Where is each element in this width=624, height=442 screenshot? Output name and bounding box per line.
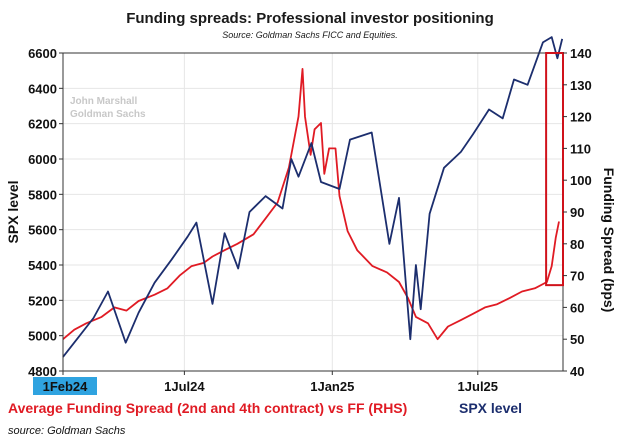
right-tick-label: 100 bbox=[570, 173, 592, 188]
x-tick-label: 1Jul24 bbox=[164, 379, 205, 394]
left-tick-label: 6200 bbox=[28, 117, 57, 132]
gridlines bbox=[62, 52, 563, 372]
left-tick-label: 4800 bbox=[28, 364, 57, 379]
right-tick-label: 70 bbox=[570, 269, 584, 284]
left-tick-label: 6600 bbox=[28, 46, 57, 61]
right-tick-label: 40 bbox=[570, 364, 584, 379]
right-tick-label: 110 bbox=[570, 141, 591, 156]
right-tick-label: 140 bbox=[570, 46, 592, 61]
series-line-funding-spread bbox=[62, 68, 560, 341]
right-axis-label: Funding Spread (bps) bbox=[601, 168, 617, 313]
start-date-highlight bbox=[33, 377, 97, 395]
left-tick-label: 6000 bbox=[28, 152, 57, 167]
left-tick-label: 5000 bbox=[28, 329, 57, 344]
x-tick-label: 1Jul25 bbox=[458, 379, 498, 394]
right-tick-label: 60 bbox=[570, 300, 584, 315]
source-note: source: Goldman Sachs bbox=[8, 425, 126, 437]
x-tick-label: 1Jan25 bbox=[310, 379, 354, 394]
right-tick-label: 130 bbox=[570, 78, 592, 93]
highlight-box bbox=[545, 52, 564, 287]
chart-title: Funding spreads: Professional investor p… bbox=[126, 10, 494, 27]
legend-spx: SPX level bbox=[459, 400, 522, 416]
x-tick-label: 1Feb24 bbox=[43, 379, 89, 394]
right-tick-label: 120 bbox=[570, 110, 592, 125]
plot-frame bbox=[62, 52, 564, 372]
left-tick-label: 5400 bbox=[28, 258, 57, 273]
left-axis-label: SPX level bbox=[5, 180, 21, 243]
series-layer bbox=[62, 36, 564, 358]
watermark-line-1: John Marshall bbox=[70, 96, 137, 107]
watermark-line-2: Goldman Sachs bbox=[70, 109, 146, 120]
left-tick-label: 5800 bbox=[28, 187, 57, 202]
legend-spread: Average Funding Spread (2nd and 4th cont… bbox=[8, 400, 407, 416]
left-tick-label: 6400 bbox=[28, 81, 57, 96]
x-axis-ticks: 1Feb24 1Jul24 1Jan25 1Jul25 bbox=[33, 371, 498, 395]
left-tick-label: 5200 bbox=[28, 293, 57, 308]
right-tick-label: 50 bbox=[570, 332, 584, 347]
chart-subtitle: Source: Goldman Sachs FICC and Equities. bbox=[222, 30, 398, 40]
right-tick-label: 90 bbox=[570, 205, 584, 220]
watermark: John Marshall Goldman Sachs bbox=[70, 96, 146, 120]
right-axis-ticks: 40 50 60 70 80 90 100 110 120 130 140 bbox=[563, 46, 592, 379]
left-axis-ticks: 4800 5000 5200 5400 5600 5800 6000 6200 6400 6600 bbox=[28, 46, 63, 379]
left-tick-label: 5600 bbox=[28, 223, 57, 238]
series-line-spx bbox=[62, 36, 564, 358]
right-tick-label: 80 bbox=[570, 237, 584, 252]
